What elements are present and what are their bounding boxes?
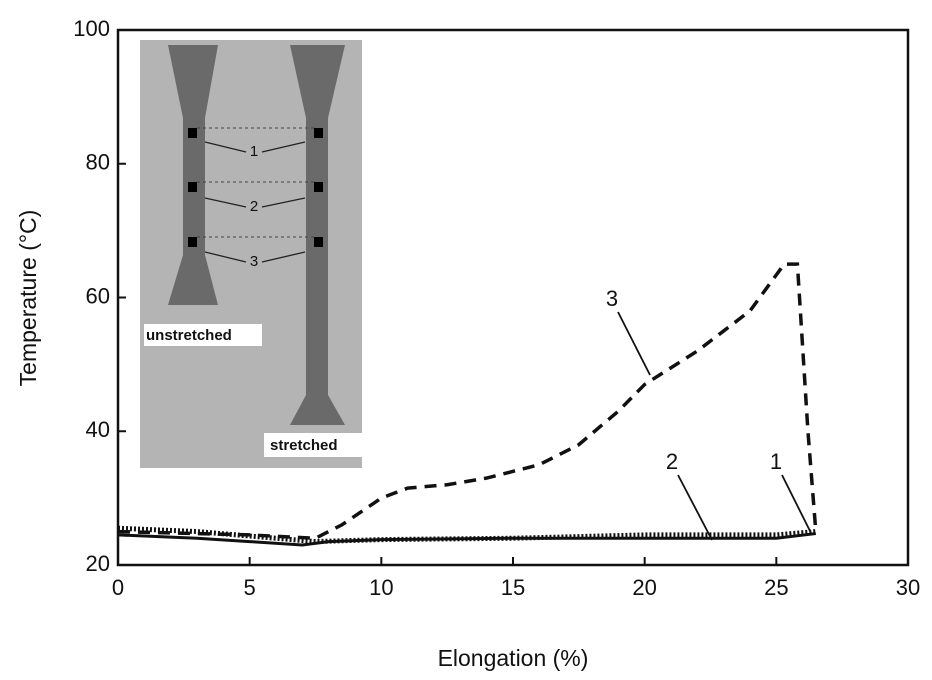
y-tick-label: 20 — [86, 551, 110, 576]
x-tick-label: 20 — [632, 575, 656, 600]
inset-arrows — [204, 141, 306, 263]
inset: 1 2 3 unstretched stretched — [140, 40, 364, 468]
x-tick-label: 15 — [501, 575, 525, 600]
series-label: 2 — [666, 449, 678, 474]
label-bg — [264, 433, 364, 457]
gauge-marks — [188, 128, 323, 247]
label-leader — [781, 474, 813, 536]
specimen — [168, 45, 218, 305]
x-tick-label: 10 — [369, 575, 393, 600]
y-tick-label: 100 — [73, 16, 110, 41]
label-leader — [617, 311, 651, 376]
inset-label: unstretched — [146, 327, 232, 344]
series-label: 3 — [606, 286, 618, 311]
x-tick-label: 0 — [112, 575, 124, 600]
x-tick-label: 30 — [896, 575, 920, 600]
y-axis-label: Temperature (°C) — [15, 210, 41, 387]
y-tick-label: 80 — [86, 150, 110, 175]
label-leader — [677, 474, 713, 541]
specimen — [290, 45, 345, 425]
series-label: 1 — [770, 449, 782, 474]
inset-label: stretched — [270, 437, 338, 454]
x-tick-label: 25 — [764, 575, 788, 600]
inset-marker: 3 — [250, 253, 258, 270]
inset-marker: 1 — [250, 143, 258, 160]
inset-marker: 2 — [250, 198, 258, 215]
x-axis-label: Elongation (%) — [438, 645, 589, 671]
gauge-lines — [197, 127, 314, 238]
series-line — [117, 262, 818, 541]
y-tick-label: 60 — [86, 283, 110, 308]
x-tick-label: 5 — [244, 575, 256, 600]
y-tick-label: 40 — [86, 417, 110, 442]
label-bg — [144, 324, 262, 346]
